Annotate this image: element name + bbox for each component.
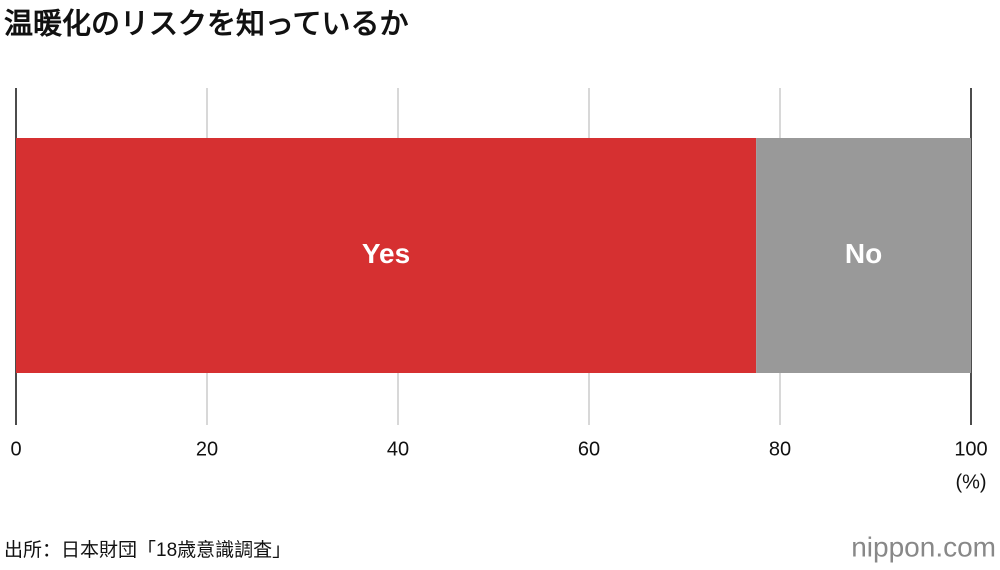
bar-segment [756, 138, 971, 373]
x-tick-label: 20 [196, 438, 218, 460]
x-tick-label: 80 [769, 438, 791, 460]
x-tick-label: 100 [954, 438, 987, 460]
source: 出所：日本財団「18歳意識調査」 [4, 539, 291, 561]
x-tick-label: 40 [387, 438, 409, 460]
segment-label: No [845, 238, 882, 269]
brand-logo: nippon.com [851, 531, 996, 562]
x-tick-label: 0 [10, 438, 21, 460]
bar-segment [16, 138, 757, 373]
x-tick-label: 60 [578, 438, 600, 460]
chart-title: 温暖化のリスクを知っているか [4, 7, 409, 41]
x-axis-label: (%) [955, 471, 986, 493]
segment-label: Yes [362, 238, 410, 269]
